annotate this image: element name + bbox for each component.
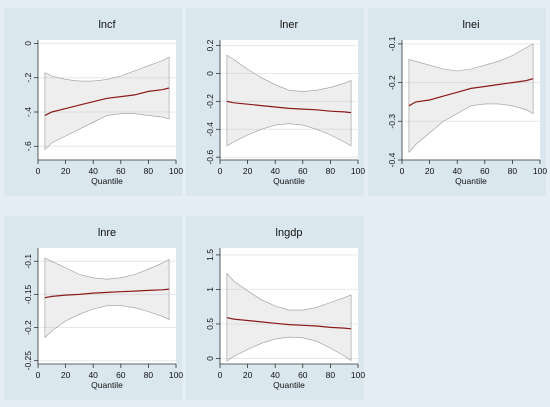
y-tick-label: 0.5 <box>205 318 215 330</box>
estimate-line <box>408 78 534 107</box>
confidence-band <box>408 43 534 154</box>
x-tick-label: 0 <box>36 166 41 176</box>
x-tick-label: 0 <box>400 166 405 176</box>
x-tick-label: 60 <box>480 166 490 176</box>
y-tick-label: -.6 <box>23 141 33 151</box>
estimate-line <box>44 87 170 116</box>
x-tick-label: 100 <box>351 370 365 380</box>
panel-title: lngdp <box>276 227 303 239</box>
y-tick-label: -0.3 <box>387 114 397 129</box>
y-tick-label: 1 <box>205 287 215 292</box>
x-tick-label: 60 <box>298 370 308 380</box>
x-tick-label: 100 <box>169 166 183 176</box>
panel-lngdp: lngdp 0 0.5 1 1.5 0 20 40 60 80 100 Quantile <box>186 216 365 400</box>
y-tick-label: -.2 <box>23 72 33 82</box>
y-tick-label: -0.2 <box>387 75 397 90</box>
x-tick-label: 80 <box>326 370 336 380</box>
x-tick-label: 40 <box>88 370 98 380</box>
y-tick-label: -0.6 <box>205 150 215 165</box>
panel-title: lnei <box>462 19 479 31</box>
y-tick-label: -0.4 <box>205 122 215 137</box>
y-tick-label: -0.15 <box>23 284 33 304</box>
x-tick-label: 80 <box>326 166 336 176</box>
y-tick-label: 1.5 <box>205 249 215 261</box>
y-tick-label: 0.2 <box>205 39 215 51</box>
x-tick-label: 40 <box>452 166 462 176</box>
confidence-band <box>44 257 170 339</box>
y-tick-label: 0 <box>205 356 215 361</box>
confidence-band <box>226 54 352 147</box>
x-axis-title: Quantile <box>273 380 305 390</box>
plot-area <box>38 40 176 160</box>
plot-area <box>220 248 358 364</box>
x-tick-label: 20 <box>243 370 253 380</box>
x-tick-label: 80 <box>508 166 518 176</box>
x-axis-title: Quantile <box>455 176 487 186</box>
x-tick-label: 100 <box>351 166 365 176</box>
x-tick-label: 20 <box>61 166 71 176</box>
panel-title: lner <box>280 19 299 31</box>
y-tick-label: -.4 <box>23 107 33 117</box>
panel-title: lncf <box>98 19 116 31</box>
x-tick-label: 60 <box>116 166 126 176</box>
x-tick-label: 40 <box>270 166 280 176</box>
panel-title: lnre <box>98 227 116 239</box>
y-tick-label: -0.1 <box>387 36 397 51</box>
y-tick-label: -0.1 <box>23 254 33 269</box>
panel-lnei: lnei -0.1 -0.2 -0.3 -0.40 20 40 60 80 100 Quantile <box>368 8 547 196</box>
x-tick-label: 40 <box>270 370 280 380</box>
y-tick-label: -0.25 <box>23 351 33 371</box>
x-tick-label: 20 <box>425 166 435 176</box>
estimate-line <box>44 288 170 299</box>
x-tick-label: 40 <box>88 166 98 176</box>
x-tick-label: 60 <box>116 370 126 380</box>
x-tick-label: 60 <box>298 166 308 176</box>
x-axis-title: Quantile <box>273 176 305 186</box>
x-axis-title: Quantile <box>91 176 123 186</box>
y-tick-label: -0.4 <box>387 152 397 167</box>
x-tick-label: 0 <box>218 370 223 380</box>
x-tick-label: 80 <box>144 166 154 176</box>
y-tick-label: 0 <box>23 41 33 46</box>
plot-area <box>402 40 540 160</box>
panel-lnre: lnre -0.1 -0.15 -0.2 -0.250 20 40 60 80 100 Quanti… <box>4 216 183 400</box>
confidence-band <box>44 56 170 151</box>
x-tick-label: 0 <box>218 166 223 176</box>
x-tick-label: 0 <box>36 370 41 380</box>
x-tick-label: 100 <box>169 370 183 380</box>
panel-lncf: lncf 0 -.2 -.4 -.6 0 20 40 60 80 100 Quantile <box>4 8 183 196</box>
y-tick-label: -0.2 <box>23 320 33 335</box>
x-tick-label: 100 <box>533 166 547 176</box>
estimate-line <box>226 100 352 114</box>
x-tick-label: 80 <box>144 370 154 380</box>
x-tick-label: 20 <box>61 370 71 380</box>
x-axis-title: Quantile <box>91 380 123 390</box>
estimate-line <box>226 317 352 330</box>
plot-area <box>220 40 358 160</box>
y-tick-label: 0 <box>205 71 215 76</box>
y-tick-label: -0.2 <box>205 94 215 109</box>
x-tick-label: 20 <box>243 166 253 176</box>
confidence-band <box>226 272 352 362</box>
